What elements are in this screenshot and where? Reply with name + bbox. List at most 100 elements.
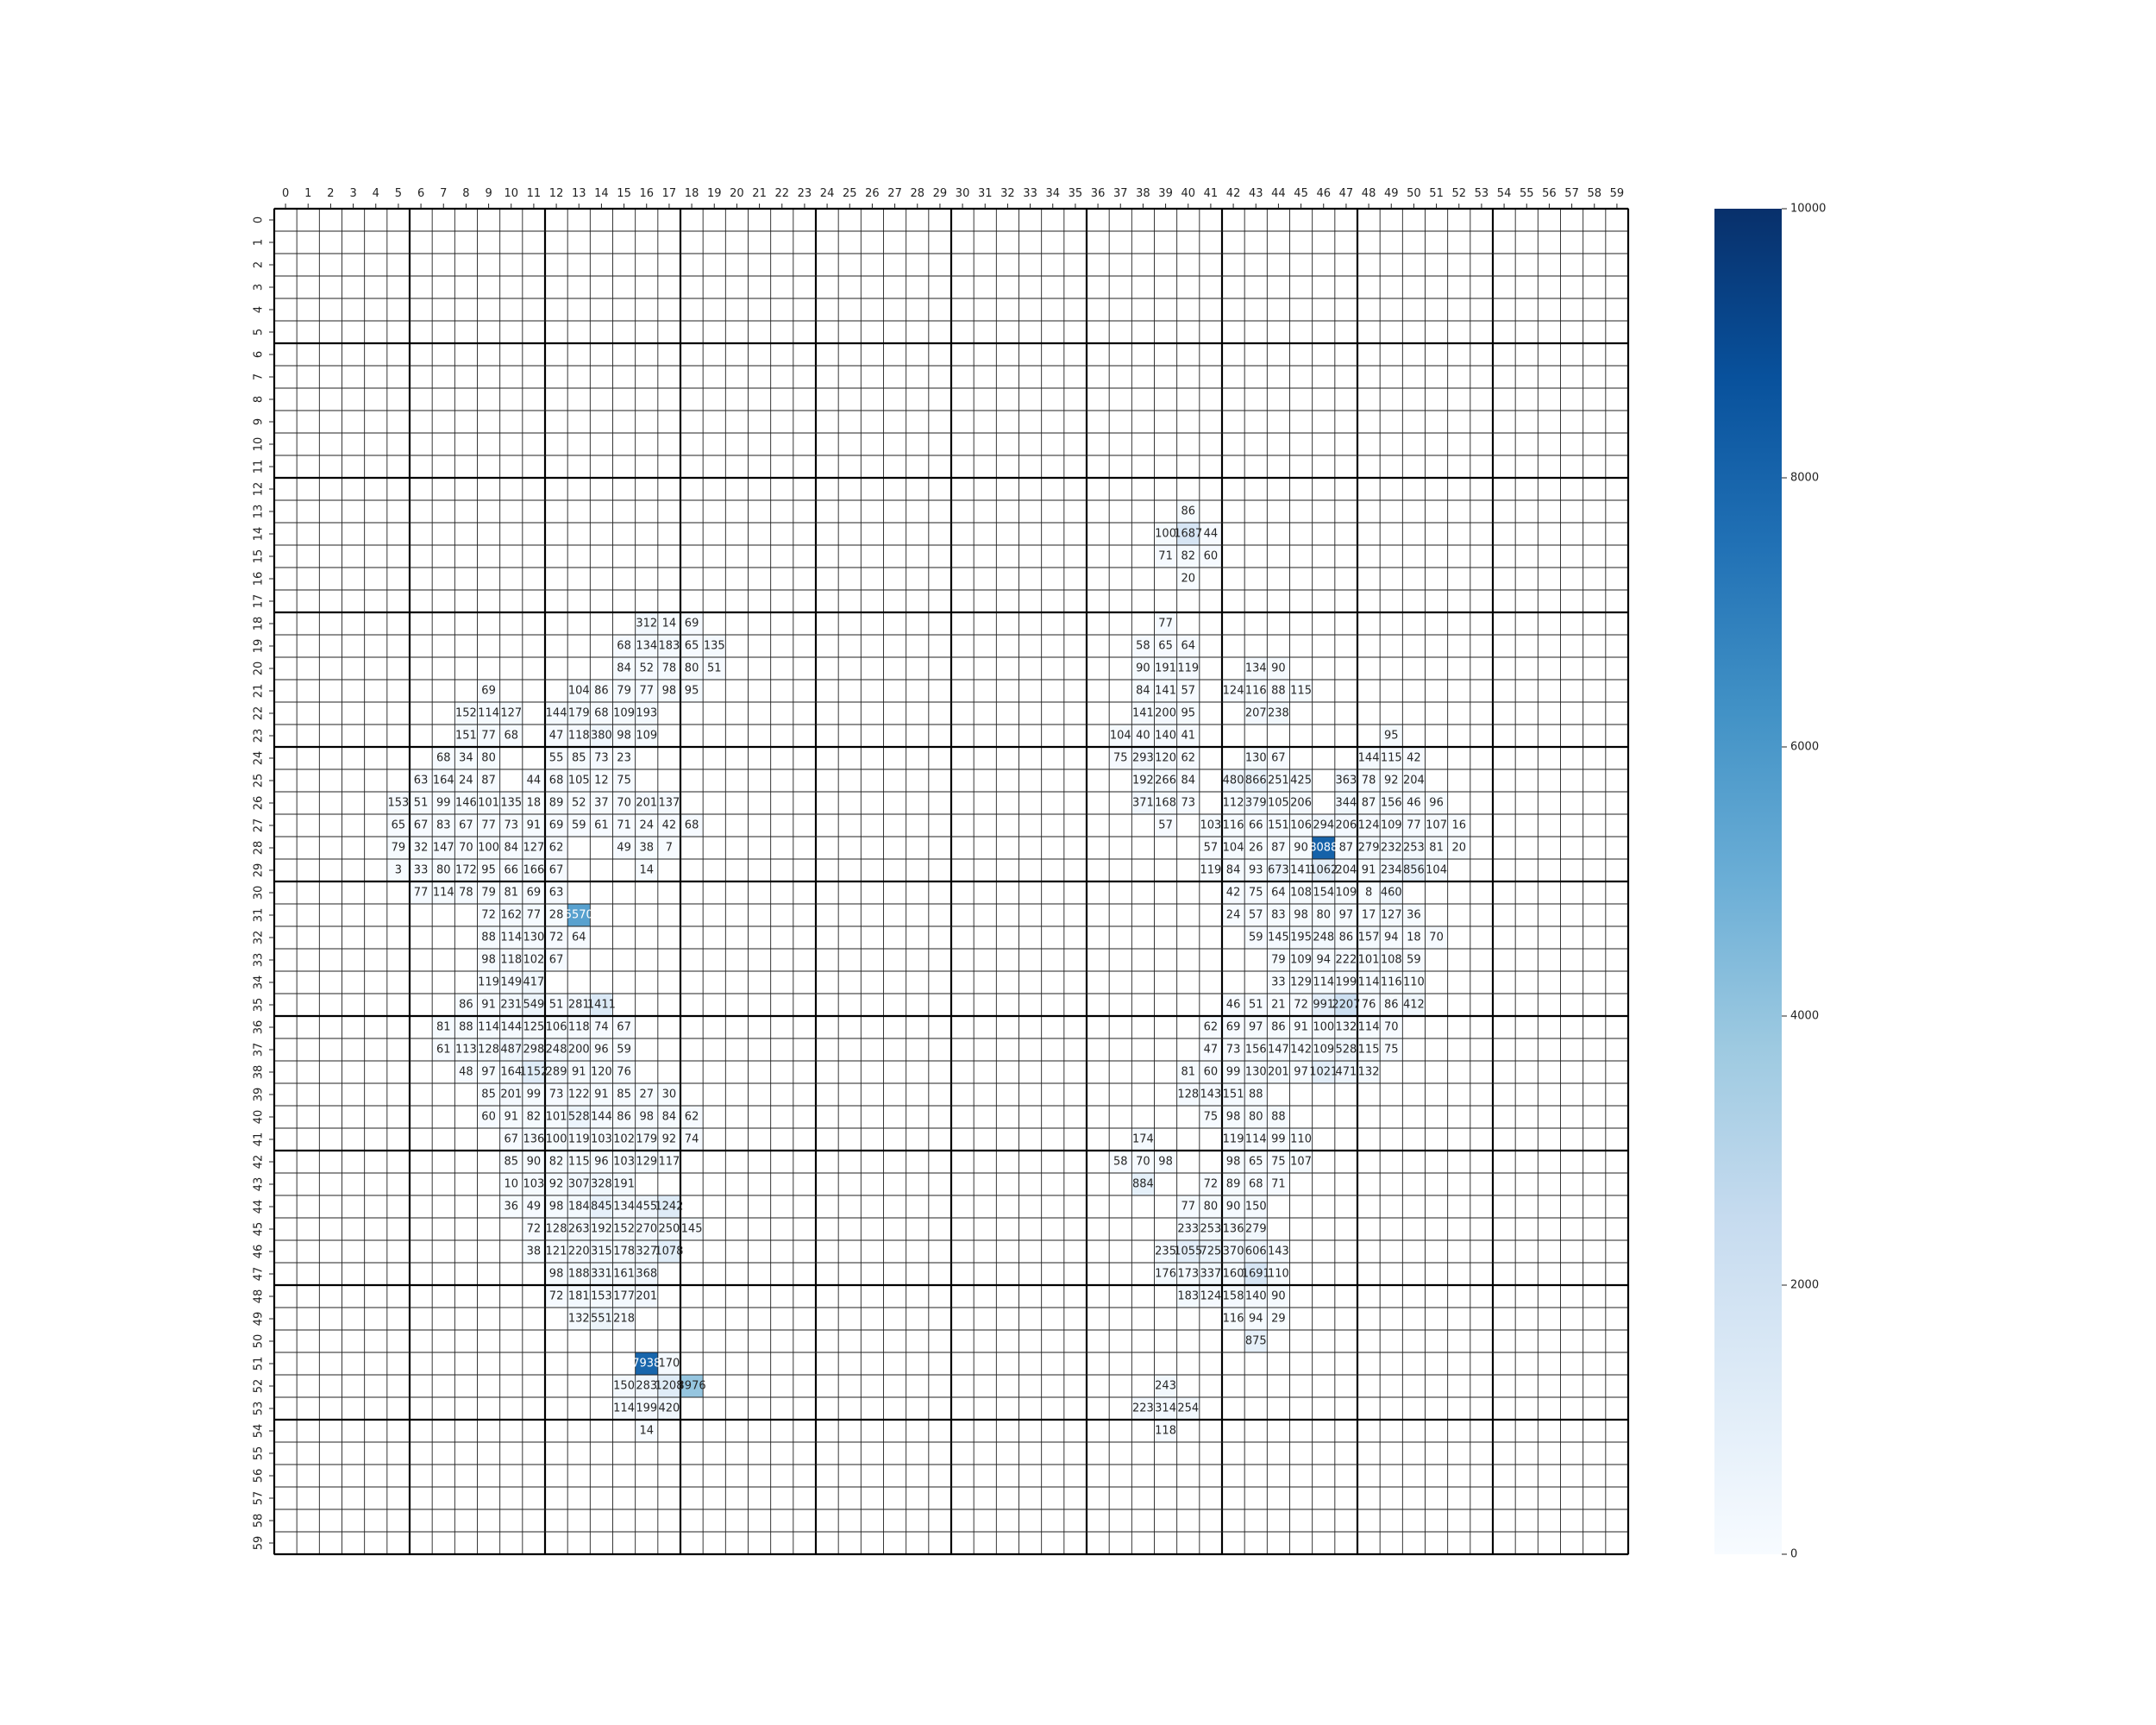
cell-value-label: 46	[1407, 797, 1421, 810]
cell-value-label: 152	[613, 1223, 635, 1236]
cell-value-label: 152	[455, 707, 477, 720]
cell-value-label: 845	[591, 1201, 612, 1214]
heatmap-cell	[612, 1151, 636, 1173]
cell-value-label: 114	[433, 887, 454, 900]
heatmap-cell	[1199, 1061, 1222, 1083]
cell-value-label: 127	[500, 707, 522, 720]
heatmap-cell	[1109, 1151, 1132, 1173]
cell-value-label: 82	[549, 1156, 564, 1169]
cell-value-label: 87	[481, 775, 496, 787]
cell-value-label: 114	[1313, 976, 1334, 989]
x-tick-label: 43	[1249, 187, 1263, 200]
cell-value-label: 130	[523, 932, 545, 944]
heatmap-cell	[499, 904, 523, 926]
heatmap-cell	[567, 814, 591, 837]
cell-value-label: 80	[1204, 1201, 1219, 1214]
y-tick-label: 42	[253, 1155, 266, 1170]
heatmap-cell	[1447, 837, 1470, 859]
cell-value-label: 420	[659, 1402, 680, 1415]
cell-value-label: 132	[1358, 1066, 1380, 1079]
heatmap-cell	[522, 926, 545, 949]
cell-value-label: 114	[1358, 976, 1380, 989]
heatmap-cell	[657, 1218, 680, 1240]
cell-value-label: 95	[481, 864, 496, 877]
heatmap-cell	[635, 1352, 658, 1375]
cell-value-label: 130	[1245, 752, 1267, 765]
cell-value-label: 1055	[1174, 1245, 1202, 1258]
heatmap-cell	[499, 881, 523, 904]
heatmap-cell	[612, 837, 636, 859]
cell-value-label: 80	[481, 752, 496, 765]
x-tick-label: 15	[617, 187, 631, 200]
heatmap-cell	[522, 1173, 545, 1195]
cell-value-label: 86	[1181, 505, 1195, 518]
heatmap-cell	[635, 724, 658, 747]
cell-value-label: 81	[504, 887, 518, 900]
heatmap-cell	[1244, 1016, 1268, 1038]
heatmap-cell	[1222, 1106, 1245, 1128]
cell-value-label: 164	[433, 775, 454, 787]
y-tick-label: 37	[253, 1043, 266, 1057]
heatmap-cell	[1222, 1285, 1245, 1308]
cell-value-label: 78	[662, 662, 677, 675]
heatmap-cell	[477, 971, 500, 994]
heatmap-cell	[432, 814, 455, 837]
cell-value-label: 75	[1271, 1156, 1286, 1169]
heatmap-cell	[590, 747, 613, 769]
cell-value-label: 88	[481, 932, 496, 944]
heatmap-cell	[590, 1285, 613, 1308]
heatmap-cell	[635, 814, 658, 837]
cell-value-label: 98	[662, 685, 677, 698]
cell-value-label: 263	[568, 1223, 590, 1236]
cell-value-label: 528	[1336, 1044, 1357, 1057]
heatmap-cell	[1199, 1173, 1222, 1195]
heatmap-cell	[1267, 1061, 1290, 1083]
heatmap-cell	[612, 1173, 636, 1195]
cell-value-label: 199	[636, 1402, 657, 1415]
heatmap-cell	[1357, 792, 1381, 814]
heatmap-cell	[1222, 1263, 1245, 1285]
cell-value-label: 27	[639, 1088, 654, 1101]
heatmap-cell	[612, 1375, 636, 1397]
heatmap-cell	[1334, 904, 1357, 926]
cell-value-label: 100	[546, 1133, 567, 1146]
heatmap-cell	[499, 1151, 523, 1173]
heatmap-cell	[1380, 949, 1403, 971]
heatmap-cell	[567, 1016, 591, 1038]
cell-value-label: 114	[500, 932, 522, 944]
heatmap-cell	[1176, 1218, 1200, 1240]
heatmap-cell	[522, 1151, 545, 1173]
heatmap-cell	[522, 1128, 545, 1151]
heatmap-cell	[454, 881, 478, 904]
cell-value-label: 72	[549, 1290, 564, 1303]
heatmap-cell	[590, 814, 613, 837]
cell-value-label: 51	[707, 662, 722, 675]
cell-value-label: 64	[1181, 640, 1195, 653]
y-tick-label: 20	[253, 662, 266, 676]
cell-value-label: 103	[1200, 819, 1222, 832]
cell-value-label: 69	[549, 819, 564, 832]
y-tick-label: 59	[253, 1536, 266, 1551]
heatmap-cell	[1380, 769, 1403, 792]
heatmap-cell	[545, 1240, 568, 1263]
cell-value-label: 856	[1403, 864, 1425, 877]
heatmap-cell	[1267, 1240, 1290, 1263]
heatmap-cell	[1289, 859, 1313, 881]
cell-value-label: 98	[1158, 1156, 1173, 1169]
cell-value-label: 96	[594, 1044, 609, 1057]
cell-value-label: 151	[1268, 819, 1289, 832]
cell-value-label: 143	[1268, 1245, 1289, 1258]
cell-value-label: 80	[1316, 909, 1331, 922]
cell-value-label: 85	[481, 1088, 496, 1101]
heatmap-cell	[1222, 859, 1245, 881]
colorbar-tick-label: 4000	[1790, 1010, 1819, 1023]
colorbar-tick-label: 6000	[1790, 741, 1819, 754]
cell-value-label: 88	[1271, 1111, 1286, 1124]
x-tick-label: 25	[843, 187, 857, 200]
heatmap-cell	[1289, 837, 1313, 859]
x-tick-label: 54	[1497, 187, 1512, 200]
heatmap-cell	[522, 1016, 545, 1038]
cell-value-label: 91	[481, 999, 496, 1012]
cell-value-label: 327	[636, 1245, 657, 1258]
cell-value-label: 49	[617, 842, 631, 855]
